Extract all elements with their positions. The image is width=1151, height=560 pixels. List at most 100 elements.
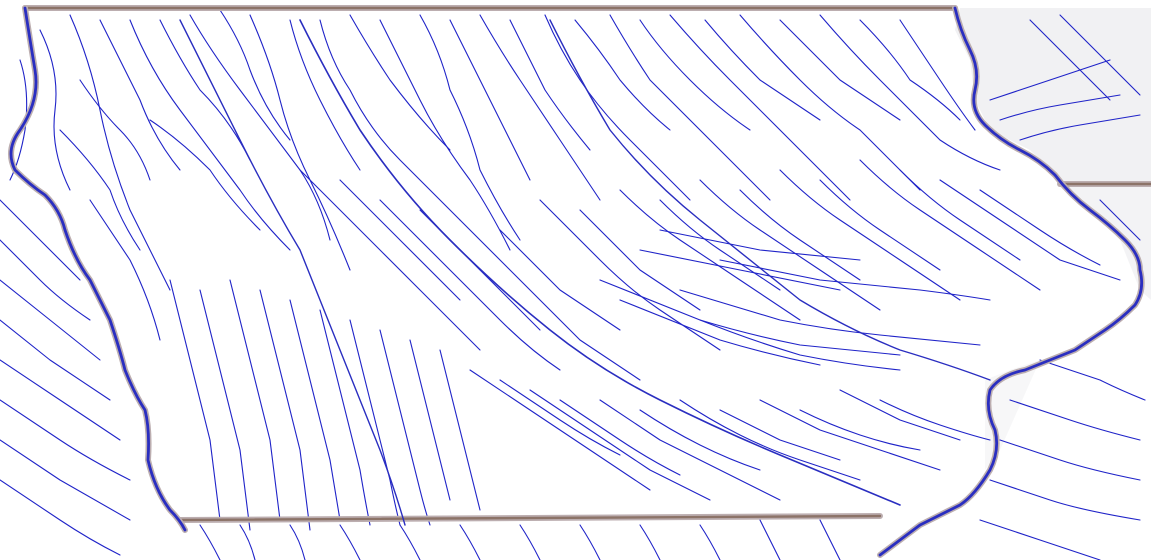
- stream: [249, 14, 351, 271]
- stream: [509, 19, 591, 151]
- stream: [859, 19, 961, 121]
- stream: [0, 279, 101, 361]
- stream: [39, 29, 71, 191]
- stream: [0, 199, 81, 281]
- stream: [219, 9, 291, 141]
- stream: [479, 14, 601, 201]
- stream: [449, 19, 531, 181]
- stream: [679, 399, 861, 481]
- stream: [149, 119, 261, 231]
- stream: [399, 524, 421, 560]
- stream: [819, 179, 941, 271]
- stream: [0, 319, 111, 401]
- stream: [499, 229, 621, 331]
- stream: [699, 524, 721, 560]
- stream: [759, 519, 781, 560]
- missouri-river: [9, 6, 187, 532]
- stream: [349, 14, 451, 151]
- stream: [779, 19, 901, 121]
- stream: [519, 524, 541, 560]
- stream: [999, 439, 1141, 481]
- stream: [169, 279, 221, 521]
- stream: [339, 524, 361, 560]
- stream: [319, 19, 461, 221]
- stream: [1009, 399, 1141, 441]
- stream: [619, 189, 801, 321]
- stream: [289, 524, 306, 560]
- stream: [129, 19, 291, 251]
- stream: [859, 159, 1041, 291]
- stream: [339, 179, 461, 301]
- stream: [199, 524, 221, 560]
- stream: [759, 399, 941, 471]
- stream: [639, 524, 661, 560]
- stream: [599, 399, 781, 501]
- stream: [599, 279, 901, 371]
- stream: [659, 199, 781, 291]
- stream: [409, 339, 451, 501]
- stream: [1039, 359, 1146, 401]
- stream: [719, 259, 991, 301]
- stream: [739, 14, 921, 191]
- stream: [529, 389, 711, 501]
- stream-layer: [0, 9, 1146, 560]
- stream: [469, 369, 651, 491]
- stream: [619, 299, 821, 366]
- stream: [879, 399, 991, 441]
- stream: [439, 349, 481, 511]
- stream: [349, 319, 401, 526]
- stream: [699, 319, 901, 356]
- stream: [229, 279, 281, 521]
- stream: [574, 19, 671, 131]
- stream: [199, 289, 251, 531]
- stream: [779, 169, 961, 301]
- stream: [989, 479, 1141, 521]
- stream: [319, 309, 371, 526]
- stream: [899, 19, 976, 131]
- stream: [999, 94, 1121, 121]
- stream: [1059, 14, 1141, 96]
- stream: [0, 399, 131, 481]
- stream: [0, 239, 91, 321]
- stream: [579, 524, 601, 560]
- stream: [379, 329, 431, 526]
- stream: [544, 14, 691, 201]
- stream: [99, 19, 181, 171]
- mississippi-river: [878, 6, 1144, 557]
- stream: [159, 19, 251, 161]
- stream: [499, 379, 621, 456]
- stream: [1019, 114, 1141, 141]
- stream: [979, 189, 1101, 266]
- relief-patch-northeast: [955, 8, 1151, 185]
- stream: [819, 14, 1001, 171]
- stream: [0, 359, 121, 441]
- stream: [799, 409, 921, 451]
- interior-main-river: [299, 19, 901, 506]
- major-river-layer: [8, 5, 1145, 558]
- stream: [69, 14, 171, 291]
- stream: [704, 19, 821, 121]
- south-boundary: [178, 514, 882, 522]
- stream: [989, 59, 1111, 101]
- stream: [899, 169, 1021, 261]
- stream: [289, 19, 361, 171]
- stream: [719, 409, 841, 461]
- stream: [819, 519, 841, 560]
- stream: [59, 129, 141, 251]
- stream: [1029, 19, 1111, 101]
- stream: [0, 439, 131, 521]
- stream: [539, 199, 721, 351]
- stream: [259, 289, 311, 531]
- stream: [239, 524, 256, 560]
- interior-river-east: [549, 19, 991, 381]
- stream: [579, 209, 701, 311]
- stream: [1099, 199, 1141, 241]
- stream: [639, 249, 841, 291]
- state-boundary-layer: [22, 5, 1151, 523]
- stream: [939, 179, 1121, 281]
- stream: [379, 199, 561, 371]
- stream: [639, 19, 751, 131]
- stream: [419, 14, 521, 241]
- stream: [699, 179, 881, 311]
- stream: [739, 189, 861, 281]
